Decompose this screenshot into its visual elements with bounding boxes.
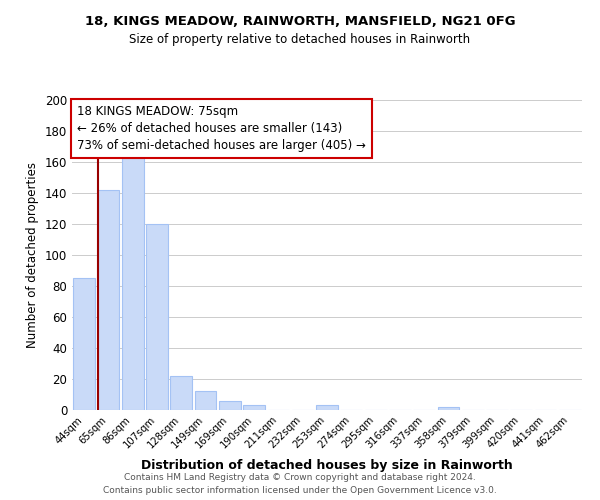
Bar <box>437 407 460 410</box>
Y-axis label: Number of detached properties: Number of detached properties <box>26 162 39 348</box>
Text: Contains HM Land Registry data © Crown copyright and database right 2024.
Contai: Contains HM Land Registry data © Crown c… <box>103 474 497 495</box>
Bar <box>194 392 217 410</box>
Text: 18, KINGS MEADOW, RAINWORTH, MANSFIELD, NG21 0FG: 18, KINGS MEADOW, RAINWORTH, MANSFIELD, … <box>85 15 515 28</box>
Bar <box>146 224 168 410</box>
Bar <box>219 400 241 410</box>
Bar <box>243 406 265 410</box>
Bar <box>170 376 192 410</box>
Bar <box>122 158 143 410</box>
Bar <box>97 190 119 410</box>
Text: Size of property relative to detached houses in Rainworth: Size of property relative to detached ho… <box>130 32 470 46</box>
X-axis label: Distribution of detached houses by size in Rainworth: Distribution of detached houses by size … <box>141 459 513 472</box>
Text: 18 KINGS MEADOW: 75sqm
← 26% of detached houses are smaller (143)
73% of semi-de: 18 KINGS MEADOW: 75sqm ← 26% of detached… <box>77 104 366 152</box>
Bar <box>73 278 95 410</box>
Bar <box>316 406 338 410</box>
